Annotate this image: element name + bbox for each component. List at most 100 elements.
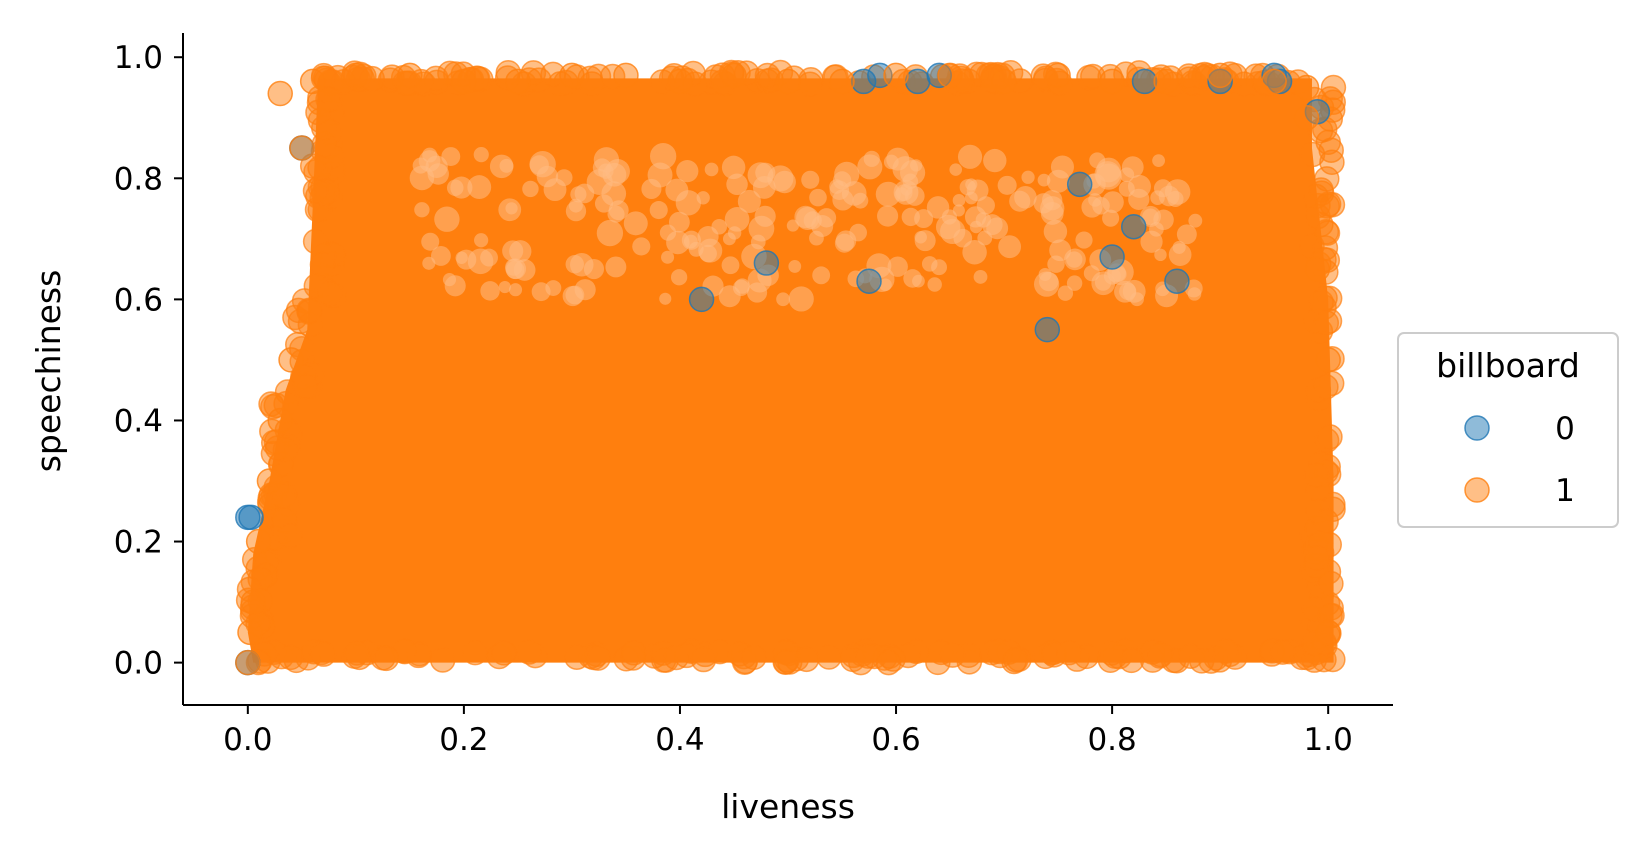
y-ticks: 0.0 0.2 0.4 0.6 0.8 1.0 [114,40,183,682]
series-0-point [1131,68,1158,95]
gap-point [498,280,511,294]
gap-point [1050,155,1074,179]
series-1-point [267,80,293,107]
gap-point [697,226,719,248]
fringe-point [277,523,303,549]
gap-point [1083,265,1100,282]
gap-point [809,188,827,207]
fringe-point [317,281,343,307]
fringe-point [585,645,611,671]
series-1-point [240,589,266,615]
series-1-point [883,62,909,89]
gap-point [964,206,987,228]
gap-point [444,275,466,297]
series-0-point [1164,268,1190,294]
series-1-point [235,649,261,676]
x-tick-label: 0.4 [655,722,704,758]
fringe-point [1147,641,1174,668]
gap-point [696,191,710,205]
fringe-point [1056,639,1082,666]
gap-point [750,234,766,250]
fringe-point [1313,310,1340,336]
gap-point [1075,231,1093,249]
gap-point [565,200,587,222]
fringe-point [1315,129,1341,156]
series-1-point [289,135,315,161]
gap-point [721,256,740,275]
series-1-point [1099,68,1125,95]
gap-point [816,208,837,228]
series-1-point [1315,619,1341,646]
series-1-point [937,62,963,89]
fringe-point [1098,640,1125,666]
fringe-point [939,642,966,668]
series-1-point [1045,62,1071,89]
fringe-point [773,649,799,675]
gap-point [1187,287,1202,301]
gap-point [803,211,822,230]
gap-point [788,286,814,312]
fringe-point [1317,424,1343,450]
gap-point [962,240,987,265]
gap-point [498,198,522,222]
series-1-point [1293,105,1320,131]
gap-point [901,207,920,227]
gap-point [1037,173,1051,187]
legend-label: 1 [1555,473,1575,509]
gap-point [927,277,942,292]
gap-point [894,187,909,202]
x-ticks: 0.0 0.2 0.4 0.6 0.8 1.0 [223,705,1353,758]
gap-point [1102,209,1120,227]
fringe-point [875,649,902,676]
gap-point [431,246,451,266]
gap-point [1119,167,1135,183]
series-0-point [1066,171,1093,198]
axes: 0.0 0.2 0.4 0.6 0.8 1.0 0.0 0.2 0.4 0.6 0.8 1.0 [114,33,1393,758]
fringe-point [297,298,323,324]
gap-point [1101,191,1124,214]
fringe-point [429,647,456,673]
legend: billboard 01 [1397,332,1619,528]
gap-point [801,170,820,189]
fringe-point [305,99,331,126]
series-0-point [753,250,780,276]
gap-point [574,279,596,301]
fringe-point [1304,545,1330,571]
gap-point [983,148,1007,173]
gap-point [997,175,1017,195]
fringe-point [797,71,823,98]
gap-point [1154,248,1167,262]
gap-point [502,240,524,262]
series-1-point [559,62,585,89]
series-1-point [451,68,477,95]
fringe-point [1313,508,1339,535]
series-1-point [256,468,283,494]
gap-point [1152,154,1165,168]
gap-point [505,258,523,276]
fringe-point [1314,166,1340,192]
gap-point [981,214,1003,236]
series-1-point [991,68,1017,95]
gap-point [1021,170,1035,184]
gap-point [1041,189,1063,211]
gap-point [912,274,925,288]
gap-point [835,230,857,251]
gap-point [659,224,677,241]
gap-point [480,281,500,301]
gap-point [737,189,761,214]
fringe-point [741,644,767,670]
gap-point [570,186,587,203]
x-tick-label: 0.6 [871,722,920,758]
gap-point [414,202,430,218]
legend-label: 0 [1555,411,1575,447]
gap-point [1038,268,1052,281]
gap-point [704,162,719,177]
gap-point [675,190,702,216]
series-points [235,62,1341,676]
gap-point [1127,174,1151,198]
gap-point [434,206,460,232]
gap-point [659,292,672,305]
gap-point [489,154,514,179]
gap-point [914,230,936,252]
